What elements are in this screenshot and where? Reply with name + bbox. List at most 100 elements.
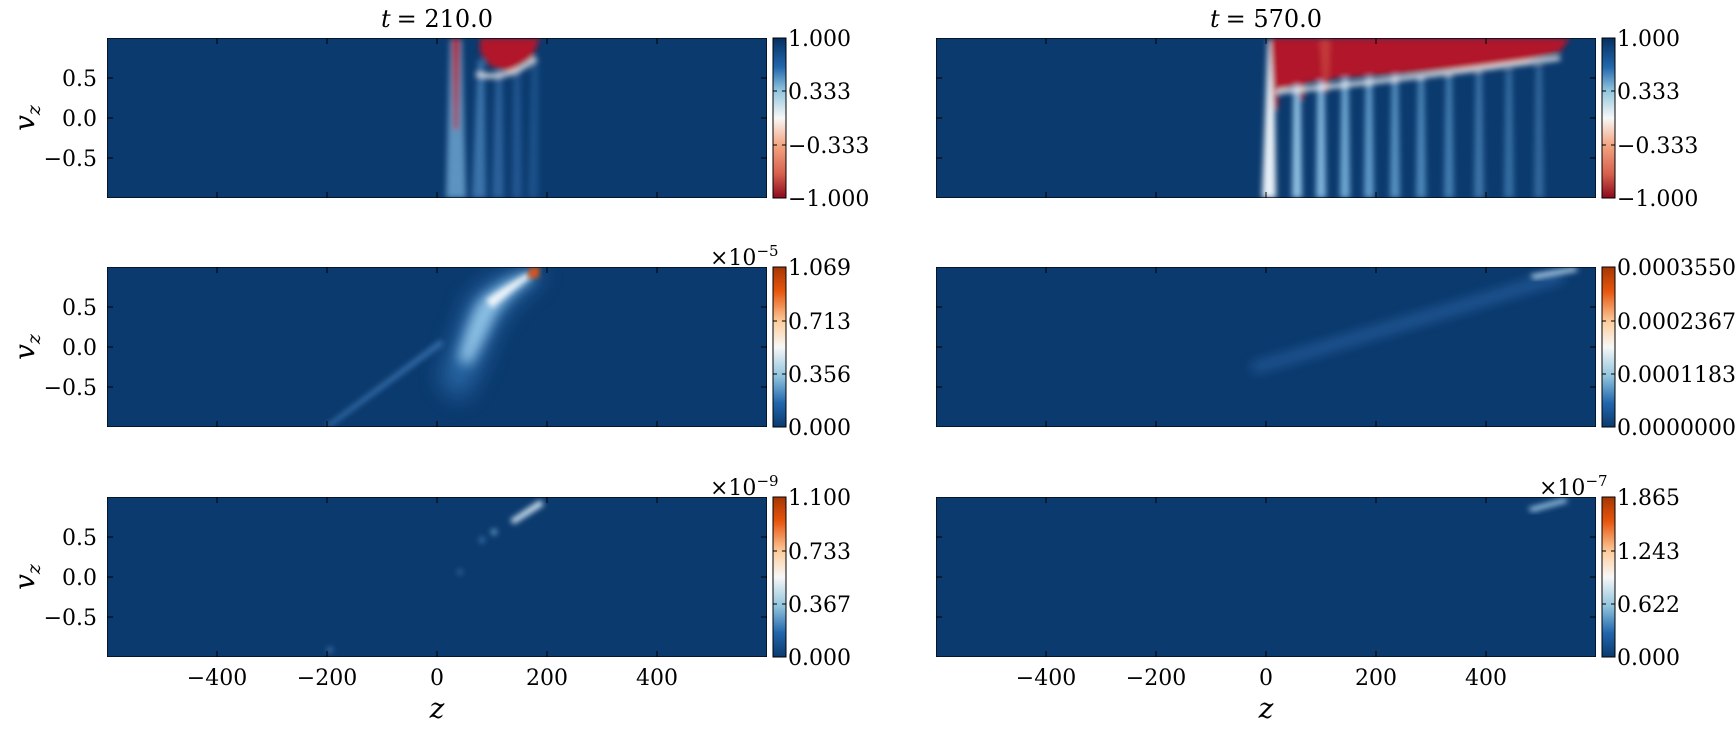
- field-background: [107, 497, 767, 657]
- red-band: [1272, 38, 1570, 90]
- colorbar-r3-c1: [772, 496, 787, 658]
- x-tick-label: 0: [430, 666, 444, 691]
- colorbar-tick-label: 1.000: [1617, 27, 1680, 52]
- y-tick-label: −0.5: [44, 147, 97, 172]
- stripe: [1534, 66, 1544, 198]
- field-structure: [325, 267, 545, 427]
- field-background: [107, 38, 767, 198]
- diffuse-glow: [440, 268, 545, 400]
- field-structure: [446, 38, 540, 198]
- red-lobe: [1320, 40, 1330, 92]
- colorbar-tick-label: 0.000: [1617, 646, 1680, 671]
- colorbar-tick-label: 0.713: [788, 310, 851, 335]
- x-tick-label: 200: [1355, 666, 1397, 691]
- bright-tip: [510, 500, 544, 524]
- column-title-1: t = 210.0: [381, 5, 493, 33]
- panel-r3-c1: [107, 497, 767, 657]
- panel-r1-c1: [107, 38, 767, 198]
- x-tick-label: −400: [187, 666, 247, 691]
- stripe: [1474, 72, 1484, 198]
- bright-tip: [1530, 267, 1578, 279]
- colorbar-tick-label: 1.243: [1617, 540, 1680, 565]
- stripe: [528, 60, 538, 198]
- x-tick-label: 400: [636, 666, 678, 691]
- colorbar-tick-label: 0.0003550: [1617, 256, 1735, 281]
- white-core: [486, 273, 531, 308]
- colorbar-tick-label: −0.333: [788, 134, 869, 159]
- y-tick-label: 0.0: [62, 566, 97, 591]
- field-background: [936, 267, 1596, 427]
- colorbar-scale-r2-c1: ×10−5: [710, 242, 779, 271]
- pale-edge: [475, 56, 538, 78]
- panel-r2-c2: [936, 267, 1596, 427]
- x-axis-label: z: [429, 692, 445, 725]
- colorbar-tick-marks: [773, 37, 1615, 658]
- field-background: [936, 497, 1596, 657]
- colorbar-tick-label: 0.0002367: [1617, 310, 1735, 335]
- y-tick-label: 0.5: [62, 67, 97, 92]
- x-tick-label: −200: [1126, 666, 1186, 691]
- x-axis-label: z: [1258, 692, 1274, 725]
- colorbar-tick-label: 0.356: [788, 363, 851, 388]
- field-structure: [1262, 38, 1570, 198]
- colorbar-tick-label: 1.069: [788, 256, 851, 281]
- pale-edge: [1275, 56, 1561, 94]
- colorbar-tick-label: −0.333: [1617, 134, 1698, 159]
- speck: [491, 529, 497, 535]
- x-tick-label: 0: [1259, 666, 1273, 691]
- colorbar-scale-r3-c2: ×10−7: [1539, 472, 1608, 501]
- colorbar-tick-label: 0.333: [1617, 80, 1680, 105]
- stripe: [472, 60, 486, 198]
- stripe: [492, 70, 504, 198]
- colorbar-tick-label: 1.000: [788, 27, 851, 52]
- colorbar-ticks-r2-c1: 1.069 0.713 0.356 0.000: [788, 256, 851, 441]
- bright-tip: [1528, 498, 1568, 512]
- y-axis-label: vz: [8, 563, 45, 590]
- colorbar-tick-label: −1.000: [788, 187, 869, 212]
- colorbar-tick-label: 0.0001183: [1617, 363, 1735, 388]
- colorbar-tick-label: 0.733: [788, 540, 851, 565]
- colorbar-ticks-r1-c2: 1.000 0.333 −0.333 −1.000: [1617, 27, 1698, 212]
- panel-r1-c2: [936, 38, 1596, 198]
- speck: [479, 537, 485, 543]
- colorbar-tick-label: 0.333: [788, 80, 851, 105]
- bright-filament: [458, 272, 534, 365]
- colorbar-ticks-r3-c1: 1.100 0.733 0.367 0.000: [788, 486, 851, 671]
- colorbar-tick-label: 0.000: [788, 646, 851, 671]
- colorbar-tick-label: 0.367: [788, 593, 851, 618]
- stripe: [1444, 75, 1454, 198]
- field-structure: [1250, 267, 1578, 372]
- colorbar-ticks-r3-c2: 1.865 1.243 0.622 0.000: [1617, 486, 1680, 671]
- colorbar-r2-c2: [1601, 266, 1616, 428]
- colorbar-tick-label: 1.100: [788, 486, 851, 511]
- colorbar-tick-label: 0.622: [1617, 593, 1680, 618]
- field-structure: [327, 500, 544, 653]
- y-tick-label: 0.0: [62, 107, 97, 132]
- panel-r3-c2: [936, 497, 1596, 657]
- y-tick-label: 0.5: [62, 296, 97, 321]
- red-spike: [452, 38, 460, 130]
- colorbar-scale-r3-c1: ×10−9: [710, 472, 779, 501]
- colorbar-r1-c2: [1601, 37, 1616, 199]
- colorbar-r2-c1: [772, 266, 787, 428]
- y-axis-label: vz: [8, 333, 45, 360]
- colorbar-tick-label: 0.000: [788, 416, 851, 441]
- peak: [528, 267, 540, 278]
- colorbar-ticks-r1-c1: 1.000 0.333 −0.333 −1.000: [788, 27, 869, 212]
- y-tick-label: −0.5: [44, 606, 97, 631]
- x-tick-label: 200: [526, 666, 568, 691]
- colorbar-tick-label: 0.0000000: [1617, 416, 1735, 441]
- colorbar-ticks-r2-c2: 0.0003550 0.0002367 0.0001183 0.0000000: [1617, 256, 1735, 441]
- colorbar-tick-label: 1.865: [1617, 486, 1680, 511]
- faint-streak: [325, 340, 444, 427]
- y-tick-label: 0.0: [62, 336, 97, 361]
- speck: [458, 570, 462, 574]
- x-tick-label: −200: [297, 666, 357, 691]
- red-cap: [480, 38, 540, 72]
- stripe: [512, 70, 522, 198]
- colorbar-r1-c1: [772, 37, 787, 199]
- field-structure: [1528, 498, 1568, 512]
- y-tick-label: 0.5: [62, 526, 97, 551]
- diffuse-streak: [1250, 272, 1564, 372]
